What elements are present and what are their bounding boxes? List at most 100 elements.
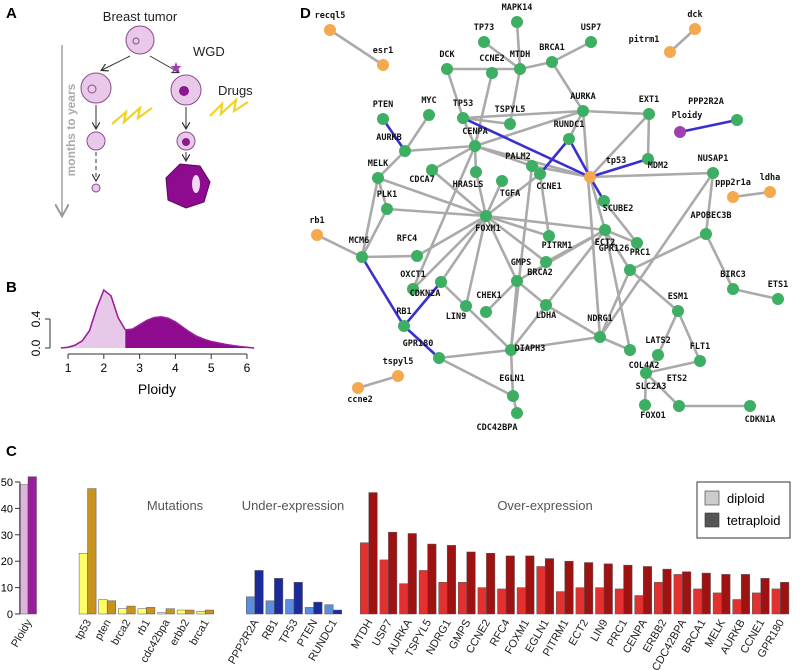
node <box>700 228 712 240</box>
x-tick-label: 2 <box>100 361 107 375</box>
node <box>594 331 606 343</box>
x-tick-label: 5 <box>208 361 215 375</box>
density-area <box>60 290 126 348</box>
node-label: DIAPH3 <box>515 344 546 354</box>
edge <box>360 177 380 258</box>
node-label: CDKN2A <box>410 289 441 299</box>
bar <box>642 566 652 615</box>
edge <box>329 28 384 67</box>
edge <box>485 214 547 264</box>
bar <box>157 612 167 615</box>
bar <box>446 545 456 615</box>
drug-bolt <box>209 96 249 117</box>
group-label: Under-expression <box>242 498 345 513</box>
x-tick-label: rb1 <box>135 618 153 638</box>
node <box>496 175 508 187</box>
edge <box>645 372 680 407</box>
x-tick-label: PPP2R2A <box>226 617 261 666</box>
edge <box>551 40 592 64</box>
bar <box>332 609 342 615</box>
nucleus <box>132 37 140 45</box>
y-tick-label: 30 <box>1 530 13 542</box>
node-label: tspyl5 <box>383 357 414 367</box>
node-label: AURKB <box>376 133 402 143</box>
tumor <box>165 163 211 209</box>
node <box>511 16 523 28</box>
node <box>599 224 611 236</box>
edge <box>403 281 442 327</box>
node-label: PTEN <box>373 100 393 110</box>
bar <box>614 588 624 615</box>
edge <box>485 214 550 238</box>
node-label: RB1 <box>396 307 411 317</box>
edge <box>316 233 363 259</box>
edge <box>485 280 518 313</box>
node-label: LATS2 <box>645 336 671 346</box>
edge <box>377 176 487 218</box>
y-tick-label: 0 <box>7 609 13 621</box>
node <box>643 108 655 120</box>
node <box>727 283 739 295</box>
y-tick-label: 0.4 <box>29 310 43 327</box>
bar <box>516 587 526 615</box>
bar <box>418 570 428 615</box>
y-tick-label: 10 <box>1 583 13 595</box>
bar <box>623 564 633 615</box>
node <box>543 230 555 242</box>
node <box>689 23 701 35</box>
bar <box>721 574 731 615</box>
edge <box>598 172 715 338</box>
panel-label: D <box>300 5 311 22</box>
node-label: RUNDC1 <box>554 120 585 130</box>
bar <box>379 559 389 615</box>
node-label: GPR180 <box>403 339 434 349</box>
bar <box>701 572 711 615</box>
y-tick-label: 20 <box>1 556 13 568</box>
node-label: PLK1 <box>377 190 397 200</box>
edge <box>483 40 521 71</box>
node-label: dck <box>687 10 702 20</box>
diagram-text: WGD <box>193 44 225 59</box>
node <box>433 352 445 364</box>
node <box>624 264 636 276</box>
node <box>577 105 589 117</box>
node <box>441 63 453 75</box>
node <box>540 256 552 268</box>
edge <box>732 190 771 199</box>
cell <box>91 183 101 193</box>
panel-label: A <box>6 5 17 22</box>
x-tick-label: 3 <box>136 361 143 375</box>
legend-swatch <box>704 490 720 506</box>
bar <box>752 592 762 615</box>
node-label: MYC <box>421 96 436 106</box>
node-label: OXCT1 <box>400 270 426 280</box>
bar <box>477 587 487 615</box>
bar <box>682 571 692 615</box>
node-label: ECT2 <box>595 238 615 248</box>
bar <box>780 582 790 615</box>
node <box>392 370 404 382</box>
bar <box>204 609 214 615</box>
node <box>486 67 498 79</box>
edge <box>629 269 679 312</box>
node-label: LIN9 <box>446 312 466 322</box>
node <box>526 160 538 172</box>
density-line <box>60 288 126 349</box>
density-line <box>125 315 255 349</box>
node <box>624 344 636 356</box>
edge <box>509 165 534 351</box>
node-label: SCUBE2 <box>603 204 634 214</box>
node-label: ETS1 <box>768 280 788 290</box>
node-label: ETS2 <box>667 374 687 384</box>
node-label: MTDH <box>510 50 530 60</box>
edge <box>645 359 701 375</box>
edge <box>629 232 707 272</box>
bar <box>87 488 97 615</box>
group-label: Over-expression <box>497 498 592 513</box>
x-tick-label: Ploidy <box>9 617 35 649</box>
bar <box>556 591 566 615</box>
bar <box>564 560 574 615</box>
edge <box>538 138 571 175</box>
bar <box>137 608 147 615</box>
